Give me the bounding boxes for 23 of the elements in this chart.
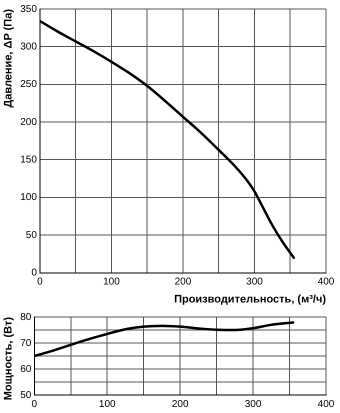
x-tick-label: 400 (318, 398, 335, 410)
y-tick-label: 60 (20, 364, 32, 375)
y-axis-title: Давление, ΔP (Па) (2, 8, 15, 108)
x-tick-label: 300 (244, 398, 262, 410)
y-tick-label: 300 (20, 41, 38, 52)
x-axis-title: Производительность, (м³/ч) (174, 293, 326, 306)
y-tick-label: 80 (20, 312, 32, 323)
y-tick-label: 50 (20, 390, 32, 401)
y-tick-label: 250 (20, 79, 38, 90)
x-tick-label: 200 (172, 398, 189, 410)
y-tick-label: 350 (20, 4, 38, 15)
y-tick-label: 200 (20, 116, 38, 128)
y-tick-label: 150 (20, 154, 38, 166)
y-tick-label: 0 (31, 268, 38, 279)
y-tick-label: 50 (26, 230, 38, 241)
x-tick-label: 100 (98, 398, 116, 410)
x-tick-label: 200 (174, 276, 192, 288)
x-tick-label: 100 (103, 276, 120, 288)
x-tick-label: 300 (246, 276, 264, 288)
y-tick-label: 100 (20, 192, 38, 204)
x-tick-label: 400 (318, 276, 335, 288)
y-axis-title: Мощность, (Вт) (2, 316, 15, 400)
y-tick-label: 70 (20, 338, 32, 349)
